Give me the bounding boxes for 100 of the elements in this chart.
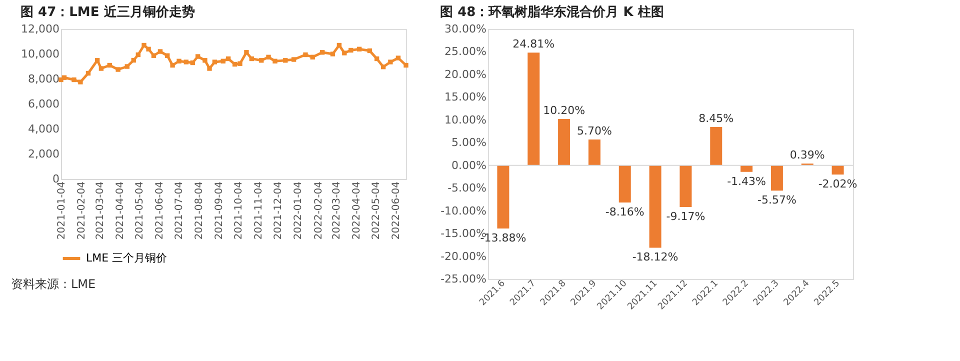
y-tick-label: 20.00% <box>444 68 486 81</box>
y-tick-label: 10.00% <box>444 113 486 126</box>
data-label: -8.16% <box>605 205 644 218</box>
bar <box>710 126 722 166</box>
chart-title: 图 47：LME 近三月铜价走势 <box>20 4 195 20</box>
x-tick-label: 2022-06-04 <box>391 182 402 240</box>
y-tick-label: 25.00% <box>444 45 486 58</box>
legend-label: LME 三个月铜价 <box>86 252 168 264</box>
point <box>94 58 100 63</box>
y-tick-label: 4,000 <box>28 122 60 136</box>
point <box>367 48 372 54</box>
point <box>116 67 120 72</box>
point <box>176 58 182 64</box>
point <box>72 77 76 82</box>
bar <box>740 165 753 172</box>
point <box>404 62 408 68</box>
x-tick-label: 2021-07-04 <box>174 182 185 240</box>
point <box>62 75 67 80</box>
x-tick-label: 2022-02-04 <box>313 182 324 240</box>
point <box>259 58 264 63</box>
point <box>142 42 146 48</box>
point <box>238 61 242 66</box>
point <box>320 50 325 55</box>
x-tick-label: 2022-05-04 <box>371 182 382 240</box>
bar <box>832 165 844 175</box>
bar <box>528 52 540 166</box>
data-label: 8.45% <box>698 112 734 125</box>
point <box>330 52 336 56</box>
bar <box>649 165 662 248</box>
point <box>310 54 315 60</box>
point <box>190 60 195 66</box>
point <box>220 58 226 64</box>
point <box>356 46 362 52</box>
y-tick-label: 6,000 <box>28 98 60 110</box>
chart-title: 图 48：环氧树脂华东混合价月 K 柱图 <box>440 4 664 20</box>
point <box>184 60 189 64</box>
point <box>207 66 212 71</box>
x-tick-label: 2021-03-04 <box>94 182 106 240</box>
point <box>158 49 163 54</box>
bar <box>558 119 570 166</box>
data-label: -2.02% <box>818 178 858 191</box>
y-tick-label: 10,000 <box>21 48 60 60</box>
point <box>232 62 238 67</box>
bar <box>588 139 600 166</box>
point <box>86 70 91 76</box>
point <box>98 66 104 71</box>
data-label: 0.39% <box>790 148 825 162</box>
y-tick-label: 30.00% <box>444 22 486 36</box>
point <box>244 50 249 55</box>
point <box>374 56 380 62</box>
data-label: 24.81% <box>512 38 555 51</box>
point <box>165 53 170 58</box>
data-label: -1.43% <box>727 174 766 188</box>
point <box>348 48 354 53</box>
y-tick-label: 8,000 <box>28 72 60 86</box>
y-tick-label: 2,000 <box>28 148 60 160</box>
point <box>202 58 208 63</box>
x-tick-label: 2021-01-04 <box>56 182 68 240</box>
y-tick-label: 5.00% <box>452 136 486 150</box>
data-label: -9.17% <box>666 210 706 224</box>
data-label: -5.57% <box>757 194 796 207</box>
y-tick-label: 15.00% <box>444 90 486 104</box>
point <box>266 54 271 60</box>
x-tick-label: 2021-08-04 <box>194 182 205 240</box>
bar <box>497 165 510 228</box>
point <box>151 53 156 58</box>
x-tick-label: 2022-03-04 <box>331 182 342 240</box>
point <box>124 64 130 69</box>
x-tick-label: 2021-05-04 <box>134 182 146 240</box>
point <box>336 42 342 48</box>
x-tick-label: 2021-04-04 <box>114 182 126 240</box>
x-tick-label: 2021-12-04 <box>273 182 284 240</box>
x-tick-label: 2022-04-04 <box>352 182 363 240</box>
point <box>396 56 401 60</box>
y-tick-label: -20.00% <box>440 250 486 263</box>
data-label: 10.20% <box>543 104 586 117</box>
bar <box>770 165 783 191</box>
point <box>342 50 347 56</box>
point <box>249 56 254 62</box>
point <box>78 80 83 84</box>
point <box>283 58 288 63</box>
x-tick-label: 2021-09-04 <box>214 182 226 240</box>
x-tick-label: 2021-06-04 <box>154 182 166 240</box>
x-tick-label: 2021-02-04 <box>76 182 88 240</box>
point <box>380 64 386 70</box>
point <box>303 52 308 58</box>
bar <box>618 165 631 202</box>
point <box>131 58 136 63</box>
point <box>212 60 218 64</box>
point <box>272 58 278 64</box>
x-tick-label: 2022-01-04 <box>293 182 304 240</box>
point <box>226 56 231 62</box>
point <box>291 57 296 62</box>
point <box>170 62 175 68</box>
data-label: 5.70% <box>576 124 612 138</box>
y-tick-label: 0.00% <box>452 158 486 172</box>
x-tick-label: 2021-10-04 <box>234 182 245 240</box>
point <box>146 46 151 52</box>
data-label: -18.12% <box>632 250 678 264</box>
y-tick-label: -10.00% <box>440 204 486 218</box>
